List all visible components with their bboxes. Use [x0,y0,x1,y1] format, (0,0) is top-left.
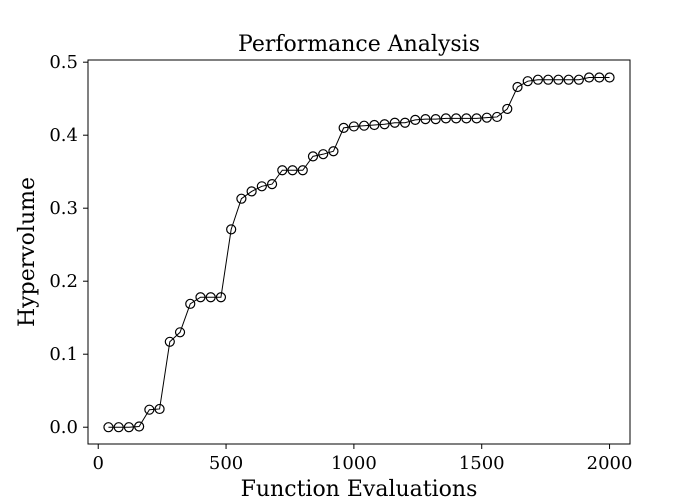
data-point [420,114,431,125]
data-point [174,327,186,338]
data-point [256,181,267,192]
y-tick-label: 0.5 [49,52,78,73]
data-point [103,422,114,433]
x-tick-label: 0 [92,453,103,474]
plot-area-frame [87,59,631,445]
data-point [440,113,452,124]
data-point [359,120,370,131]
data-point [471,113,482,124]
data-point [287,165,298,176]
data-point [532,74,544,85]
data-point [164,336,175,347]
series-markers [103,72,615,433]
data-point [461,113,472,124]
x-tick-label: 500 [209,453,243,474]
data-point [154,403,165,415]
data-point [348,121,359,132]
data-point [318,149,329,160]
data-point [226,224,237,235]
data-point [451,113,462,124]
x-axis: 0 500 1000 1500 2000 [92,444,632,474]
data-point [185,298,196,309]
data-point [246,186,257,197]
data-point [195,292,206,303]
data-point [430,114,441,125]
data-point [123,422,135,433]
y-tick-label: 0.1 [49,344,78,365]
data-point [604,72,615,83]
data-point [399,117,411,128]
data-point [583,72,595,83]
data-point [522,76,533,87]
data-point [563,74,574,85]
series-line [108,77,610,428]
data-point [491,111,503,123]
x-axis-label: Function Evaluations [241,477,478,500]
y-tick-label: 0.3 [49,198,78,219]
data-point [236,193,247,204]
data-point [410,114,421,125]
data-point [277,165,288,176]
data-point [502,103,513,115]
data-point [266,179,278,190]
y-tick-label: 0.4 [49,125,78,146]
data-point [113,422,124,433]
data-point [573,74,584,85]
y-tick-label: 0.0 [49,417,78,438]
y-axis: 0.0 0.1 0.2 0.3 0.4 0.5 [49,52,88,438]
data-point [481,112,492,123]
data-point [553,74,564,85]
data-point [297,165,308,176]
data-point [594,72,605,83]
data-point [389,117,400,128]
data-point [369,119,380,131]
x-tick-label: 2000 [587,453,633,474]
y-axis-label: Hypervolume [15,177,40,327]
chart-title: Performance Analysis [238,32,480,57]
data-point [205,292,216,303]
y-tick-label: 0.2 [49,271,78,292]
data-point [144,404,155,415]
data-point [215,292,227,303]
data-point [338,122,349,133]
data-point [379,119,390,130]
data-point [512,81,523,93]
x-tick-label: 1500 [459,453,505,474]
data-point [307,151,319,162]
data-point [134,421,145,432]
x-tick-label: 1000 [331,453,377,474]
data-point [328,146,339,157]
data-point [543,74,554,85]
